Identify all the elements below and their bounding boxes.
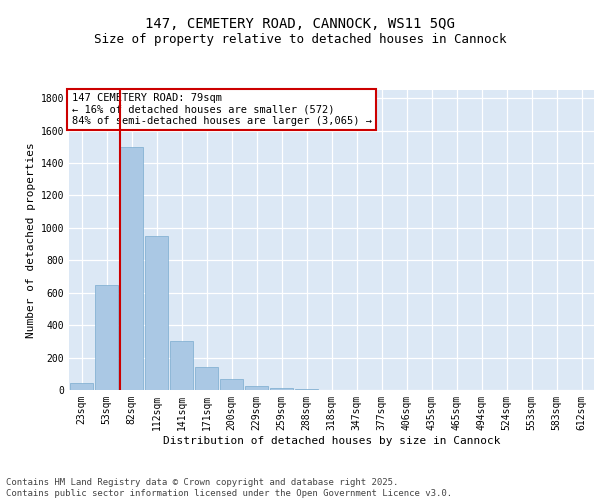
Bar <box>170 342 193 390</box>
Text: 147 CEMETERY ROAD: 79sqm
← 16% of detached houses are smaller (572)
84% of semi-: 147 CEMETERY ROAD: 79sqm ← 16% of detach… <box>71 93 371 126</box>
Bar <box>145 236 168 390</box>
X-axis label: Distribution of detached houses by size in Cannock: Distribution of detached houses by size … <box>163 436 500 446</box>
Text: Contains HM Land Registry data © Crown copyright and database right 2025.
Contai: Contains HM Land Registry data © Crown c… <box>6 478 452 498</box>
Bar <box>195 368 218 390</box>
Bar <box>295 388 318 390</box>
Bar <box>70 382 93 390</box>
Text: Size of property relative to detached houses in Cannock: Size of property relative to detached ho… <box>94 32 506 46</box>
Bar <box>245 386 268 390</box>
Bar <box>95 284 118 390</box>
Bar <box>120 147 143 390</box>
Bar <box>270 388 293 390</box>
Bar <box>220 380 243 390</box>
Text: 147, CEMETERY ROAD, CANNOCK, WS11 5QG: 147, CEMETERY ROAD, CANNOCK, WS11 5QG <box>145 18 455 32</box>
Y-axis label: Number of detached properties: Number of detached properties <box>26 142 37 338</box>
